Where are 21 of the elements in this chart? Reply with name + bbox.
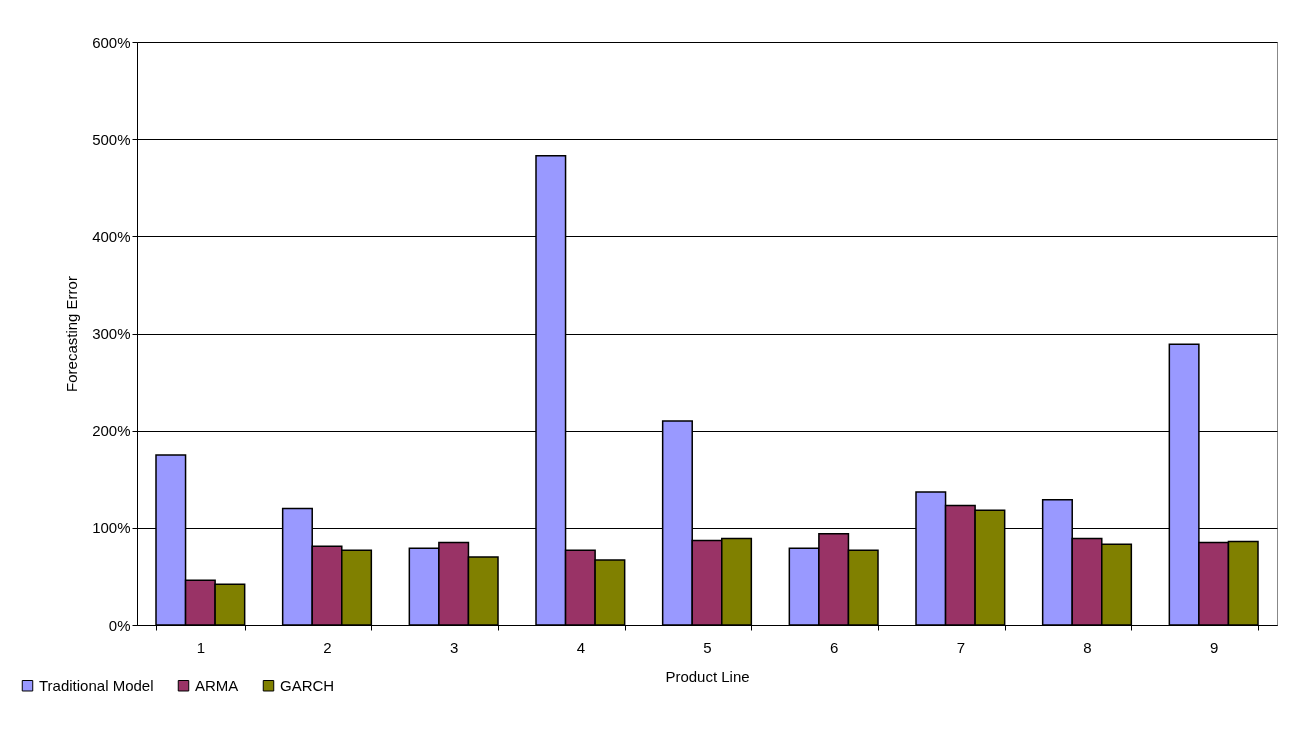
y-tick-label: 500% [92, 130, 131, 148]
y-tick-label: 200% [92, 422, 131, 440]
x-tick-label: 8 [1083, 638, 1092, 656]
y-tick-label: 600% [92, 33, 131, 51]
x-tick-label: 4 [576, 638, 586, 656]
x-tick-label: 1 [196, 638, 206, 656]
y-tick-label: 300% [92, 325, 131, 342]
x-tick-label: 9 [1209, 638, 1219, 656]
y-tick-label: 400% [92, 227, 131, 245]
legend-label: Traditional Model [39, 676, 154, 694]
x-tick-label: 5 [703, 638, 712, 656]
legend-label: GARCH [280, 676, 335, 694]
x-tick-label: 6 [829, 638, 839, 656]
x-axis-title: Product Line [665, 667, 750, 685]
x-tick-label: 3 [449, 638, 459, 656]
y-tick-label: 100% [92, 519, 131, 537]
y-tick-label: 0% [108, 616, 131, 634]
legend-label: ARMA [195, 676, 239, 694]
x-tick-label: 2 [323, 638, 332, 656]
y-axis-title: Forecasting Error [63, 276, 81, 392]
x-tick-label: 7 [956, 638, 966, 656]
